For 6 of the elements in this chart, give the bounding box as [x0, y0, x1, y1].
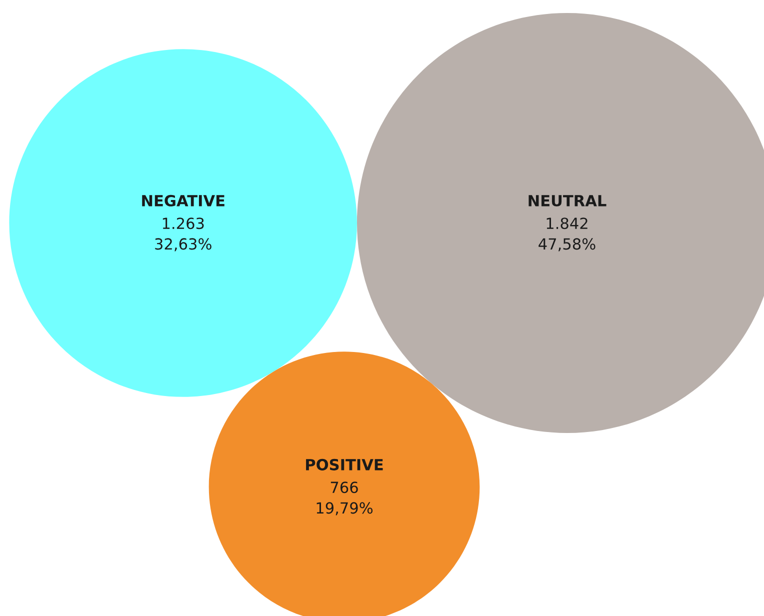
category-label: NEUTRAL — [528, 195, 606, 206]
data-label: 1.263 32,63% — [155, 218, 212, 252]
category-label: POSITIVE — [306, 458, 383, 470]
category-label: NEGATIVE — [142, 194, 224, 206]
data-label: 1.842 47,58% — [538, 218, 596, 252]
data-label: 766 19,79% — [316, 482, 373, 516]
